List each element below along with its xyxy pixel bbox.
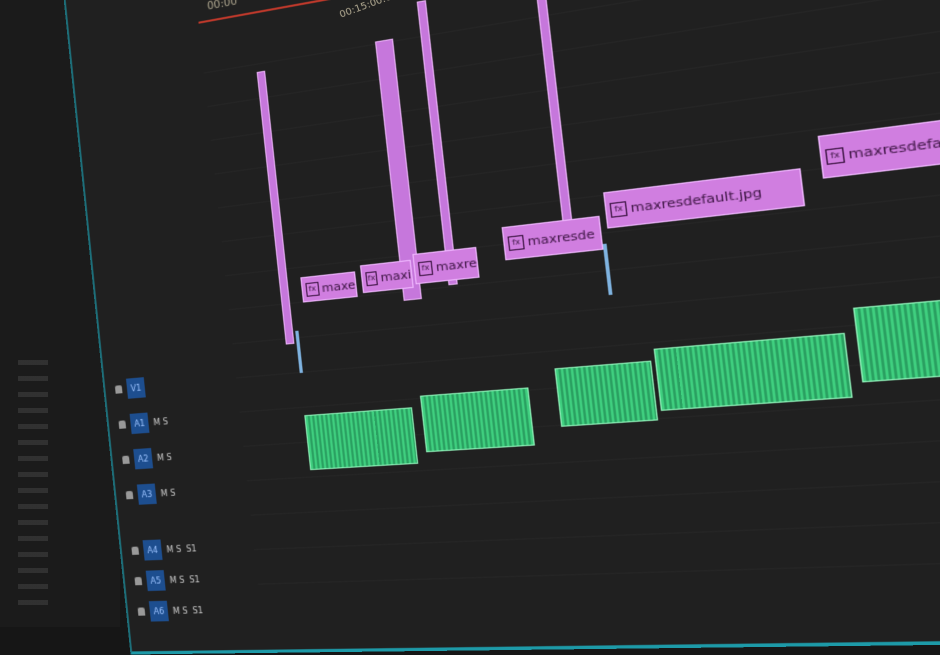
mute-solo-buttons[interactable]: M S (169, 575, 185, 585)
audio-clip[interactable] (653, 332, 853, 411)
audio-clip[interactable] (853, 271, 940, 383)
track-label[interactable]: A2 (133, 447, 154, 470)
stacked-clip[interactable] (256, 70, 295, 345)
stacked-clip[interactable] (416, 0, 458, 286)
fx-icon: fx (824, 146, 846, 165)
fx-icon: fx (305, 281, 320, 297)
track-label[interactable]: V1 (125, 377, 146, 399)
video-clip[interactable]: fx maxre (412, 246, 480, 285)
lock-icon[interactable] (118, 420, 127, 429)
track-label[interactable]: A5 (145, 570, 166, 592)
track-a3[interactable]: A3 M S (125, 481, 177, 506)
track-a6[interactable]: A6 M S S1 (137, 599, 204, 623)
lock-icon[interactable] (134, 576, 143, 586)
fx-icon: fx (507, 234, 525, 251)
stacked-clip[interactable] (526, 0, 576, 251)
track-a4[interactable]: A4 M S S1 (131, 537, 198, 562)
audio-clip[interactable] (554, 360, 659, 427)
track-v1[interactable]: V1 (114, 376, 146, 401)
clip-name: maxresdefault.jpg (629, 184, 763, 215)
mute-solo-buttons[interactable]: M S (152, 416, 169, 427)
track-label[interactable]: A3 (136, 483, 157, 505)
mute-solo-buttons[interactable]: M S (166, 544, 182, 555)
video-clip[interactable]: fx maxresdefault.jpg (603, 168, 806, 229)
panel-controls (18, 360, 48, 610)
lock-icon[interactable] (114, 385, 123, 394)
track-a2[interactable]: A2 M S (121, 446, 172, 472)
clip-marker (602, 243, 613, 296)
video-clip[interactable]: fx maxi (359, 259, 414, 294)
clip-marker (295, 330, 303, 374)
submix-label: S1 (192, 605, 204, 616)
track-area[interactable]: fx maxe fx maxi fx maxre fx maxresde fx maxre… (200, 0, 940, 619)
track-a1[interactable]: A1 M S (118, 410, 169, 436)
clip-name: maxresde (526, 226, 596, 249)
track-label[interactable]: A6 (148, 600, 169, 622)
mute-solo-buttons[interactable]: M S (172, 605, 189, 616)
lock-icon[interactable] (137, 607, 146, 616)
fx-icon: fx (417, 260, 434, 276)
mute-solo-buttons[interactable]: M S (156, 452, 173, 463)
fx-icon: fx (609, 200, 628, 218)
mute-solo-buttons[interactable]: M S (160, 487, 176, 498)
track-label[interactable]: A4 (142, 539, 163, 561)
clip-name: maxe (321, 277, 357, 295)
track-a5[interactable]: A5 M S S1 (134, 568, 201, 593)
clip-name: maxre (435, 255, 478, 274)
clip-name: maxi (379, 266, 412, 285)
lock-icon[interactable] (122, 455, 130, 465)
timecode-start: 00:00 (206, 0, 238, 13)
timeline-panel: 00:00 V1 A1 M S A2 M S A3 M S A4 M S S1 A5 M S… (60, 0, 940, 655)
video-clip[interactable]: fx maxresde (501, 215, 604, 261)
track-label[interactable]: A1 (129, 412, 150, 435)
submix-label: S1 (188, 574, 201, 585)
fx-icon: fx (365, 270, 378, 286)
audio-clip[interactable] (304, 407, 419, 471)
audio-clip[interactable] (419, 387, 535, 453)
submix-label: S1 (185, 543, 198, 554)
video-clip[interactable]: fx maxresdefault.jpg (817, 84, 940, 179)
clip-name: maxresdefault.jpg (847, 127, 940, 162)
video-clip[interactable]: fx maxe (300, 271, 358, 303)
lock-icon[interactable] (125, 490, 134, 500)
lock-icon[interactable] (131, 546, 140, 555)
